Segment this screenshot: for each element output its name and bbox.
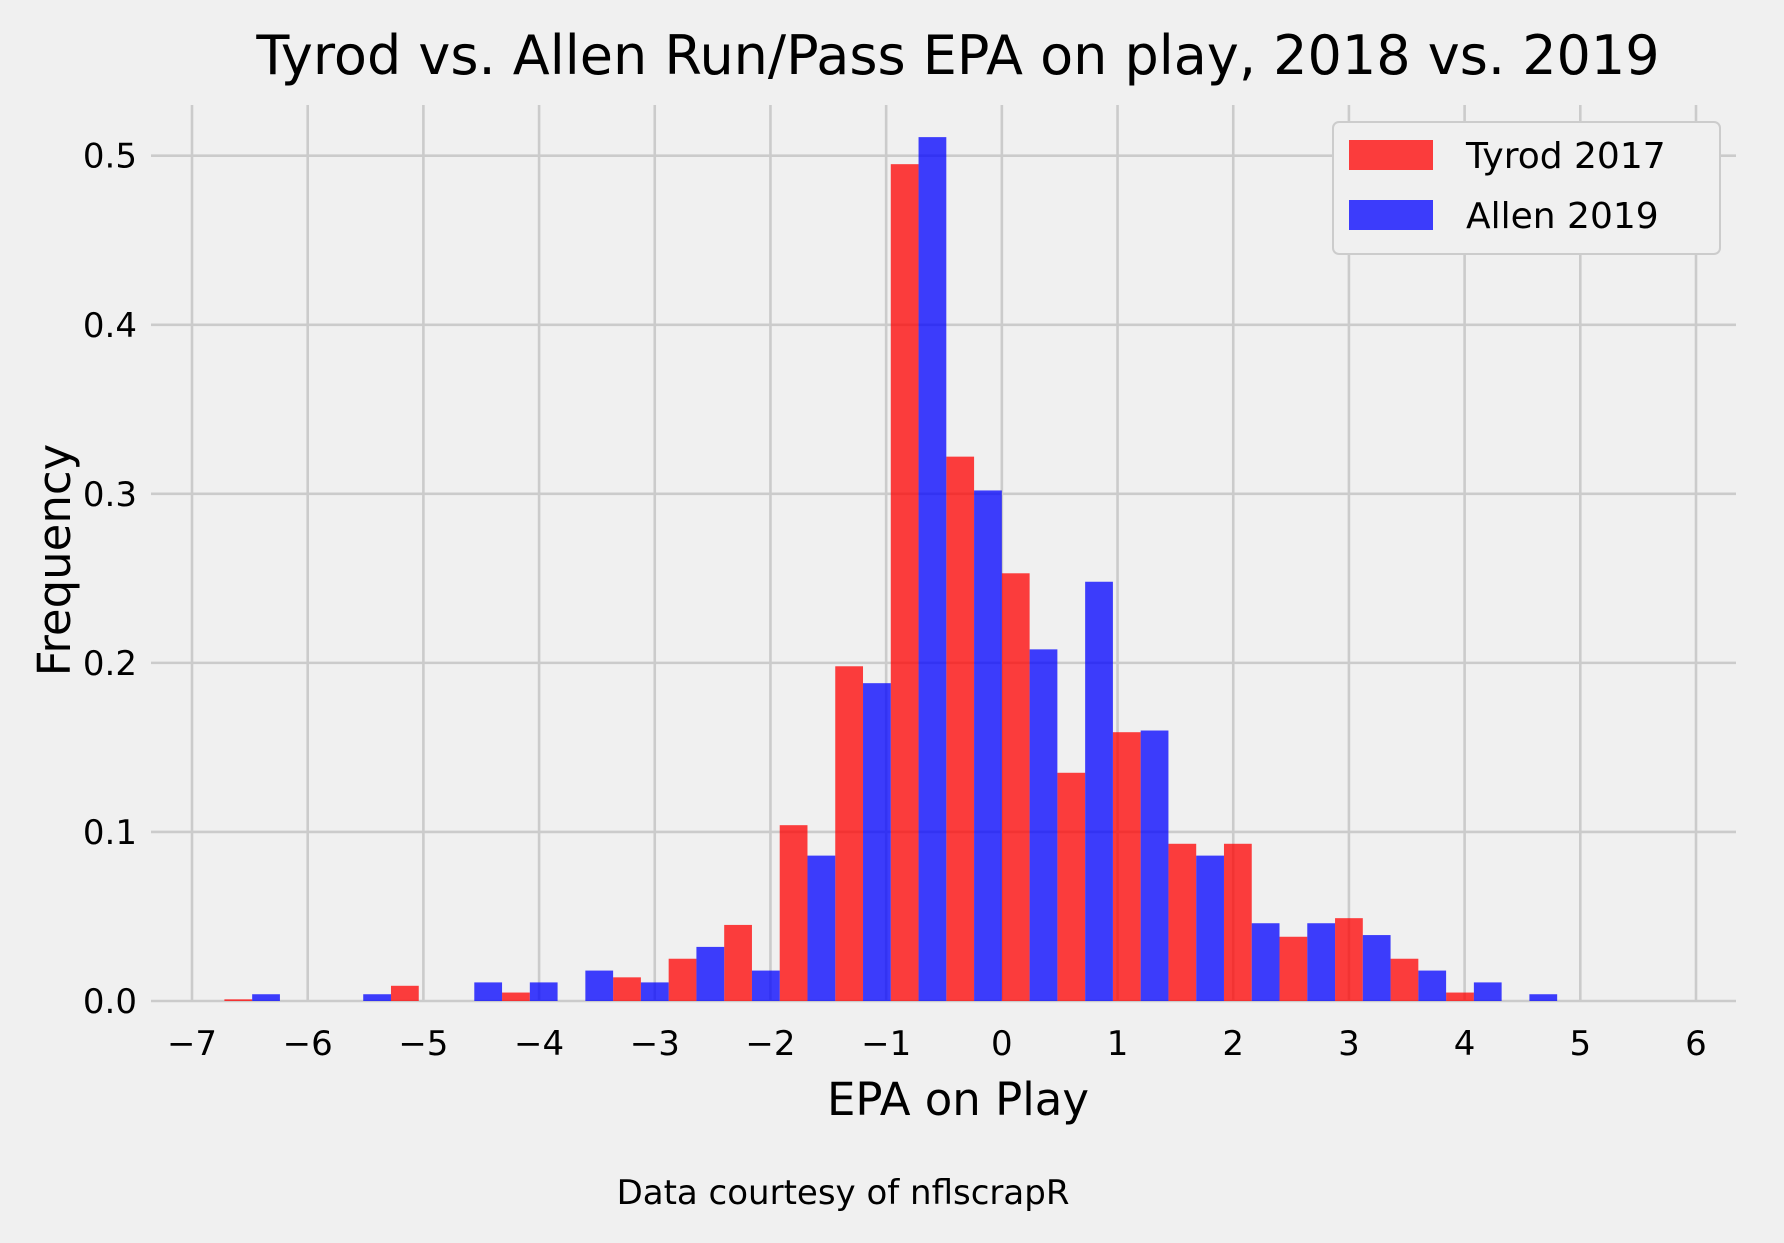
x-tick-label: −3 [630, 1024, 680, 1064]
data-credit-caption: Data courtesy of nflscrapR [617, 1173, 1070, 1213]
x-tick-label: −7 [167, 1024, 217, 1064]
bar-tyrod-2017 [724, 924, 752, 1001]
legend-swatch-tyrod-2017 [1349, 140, 1433, 170]
bar-tyrod-2017 [1057, 772, 1086, 1001]
bar-tyrod-2017 [613, 977, 641, 1001]
chart-title: Tyrod vs. Allen Run/Pass EPA on play, 20… [255, 24, 1659, 87]
bar-tyrod-2017 [1001, 573, 1030, 1001]
x-tick-label: 1 [1107, 1024, 1129, 1064]
x-tick-labels: −7 −6 −5 −4 −3 −2 −1 0 1 2 3 4 5 6 [167, 1024, 1707, 1064]
y-tick-label: 0.5 [83, 137, 137, 177]
bar-allen-2019 [1251, 923, 1280, 1001]
bar-tyrod-2017 [1168, 843, 1197, 1001]
bar-tyrod-2017 [1390, 958, 1419, 1001]
bar-allen-2019 [696, 946, 725, 1001]
bar-allen-2019 [1473, 982, 1502, 1001]
x-tick-label: 3 [1338, 1024, 1360, 1064]
bar-allen-2019 [529, 982, 558, 1001]
x-tick-label: −4 [514, 1024, 564, 1064]
x-tick-label: −2 [745, 1024, 795, 1064]
y-tick-labels: 0.0 0.1 0.2 0.3 0.4 0.5 [83, 137, 137, 1022]
x-tick-label: 0 [991, 1024, 1013, 1064]
bar-allen-2019 [474, 982, 503, 1001]
bar-tyrod-2017 [890, 164, 919, 1002]
bar-tyrod-2017 [779, 825, 808, 1001]
y-axis-label: Frequency [28, 444, 81, 676]
bar-tyrod-2017 [1279, 936, 1308, 1001]
y-tick-label: 0.2 [83, 644, 137, 684]
x-tick-label: −1 [861, 1024, 911, 1064]
bar-allen-2019 [585, 970, 614, 1001]
bar-tyrod-2017 [668, 958, 697, 1001]
bar-allen-2019 [918, 137, 947, 1002]
x-tick-label: 4 [1454, 1024, 1476, 1064]
x-tick-label: 2 [1222, 1024, 1244, 1064]
x-tick-label: 5 [1569, 1024, 1591, 1064]
bar-allen-2019 [1196, 855, 1224, 1001]
bar-allen-2019 [807, 855, 836, 1001]
bar-tyrod-2017 [390, 985, 419, 1001]
bar-allen-2019 [640, 982, 669, 1001]
bar-allen-2019 [1529, 994, 1558, 1001]
bar-allen-2019 [974, 490, 1002, 1001]
bar-allen-2019 [363, 994, 391, 1001]
legend-label-tyrod-2017: Tyrod 2017 [1465, 136, 1666, 177]
bar-tyrod-2017 [1112, 732, 1141, 1001]
bar-allen-2019 [1029, 649, 1058, 1001]
bar-allen-2019 [1362, 935, 1391, 1001]
bar-allen-2019 [863, 683, 891, 1001]
bar-allen-2019 [1418, 970, 1447, 1001]
legend-swatch-allen-2019 [1349, 200, 1433, 230]
legend: Tyrod 2017 Allen 2019 [1332, 121, 1721, 255]
bar-tyrod-2017 [224, 999, 253, 1001]
y-tick-label: 0.1 [83, 813, 137, 853]
bars-group [224, 137, 1558, 1002]
bar-tyrod-2017 [1446, 992, 1474, 1001]
x-tick-label: −5 [398, 1024, 448, 1064]
y-tick-label: 0.0 [83, 982, 137, 1022]
y-tick-label: 0.3 [83, 475, 137, 515]
bar-tyrod-2017 [1335, 918, 1363, 1001]
x-tick-label: 6 [1685, 1024, 1707, 1064]
bar-allen-2019 [751, 970, 780, 1001]
x-tick-label: −6 [283, 1024, 333, 1064]
bar-allen-2019 [1140, 730, 1169, 1001]
bar-allen-2019 [252, 994, 280, 1001]
legend-label-allen-2019: Allen 2019 [1466, 196, 1659, 237]
bar-tyrod-2017 [1223, 843, 1252, 1001]
bar-tyrod-2017 [835, 666, 864, 1001]
x-axis-label: EPA on Play [827, 1073, 1089, 1126]
bar-allen-2019 [1085, 581, 1113, 1001]
bar-tyrod-2017 [502, 992, 530, 1001]
bar-allen-2019 [1307, 923, 1336, 1001]
y-tick-label: 0.4 [83, 306, 137, 346]
bar-tyrod-2017 [946, 456, 975, 1002]
